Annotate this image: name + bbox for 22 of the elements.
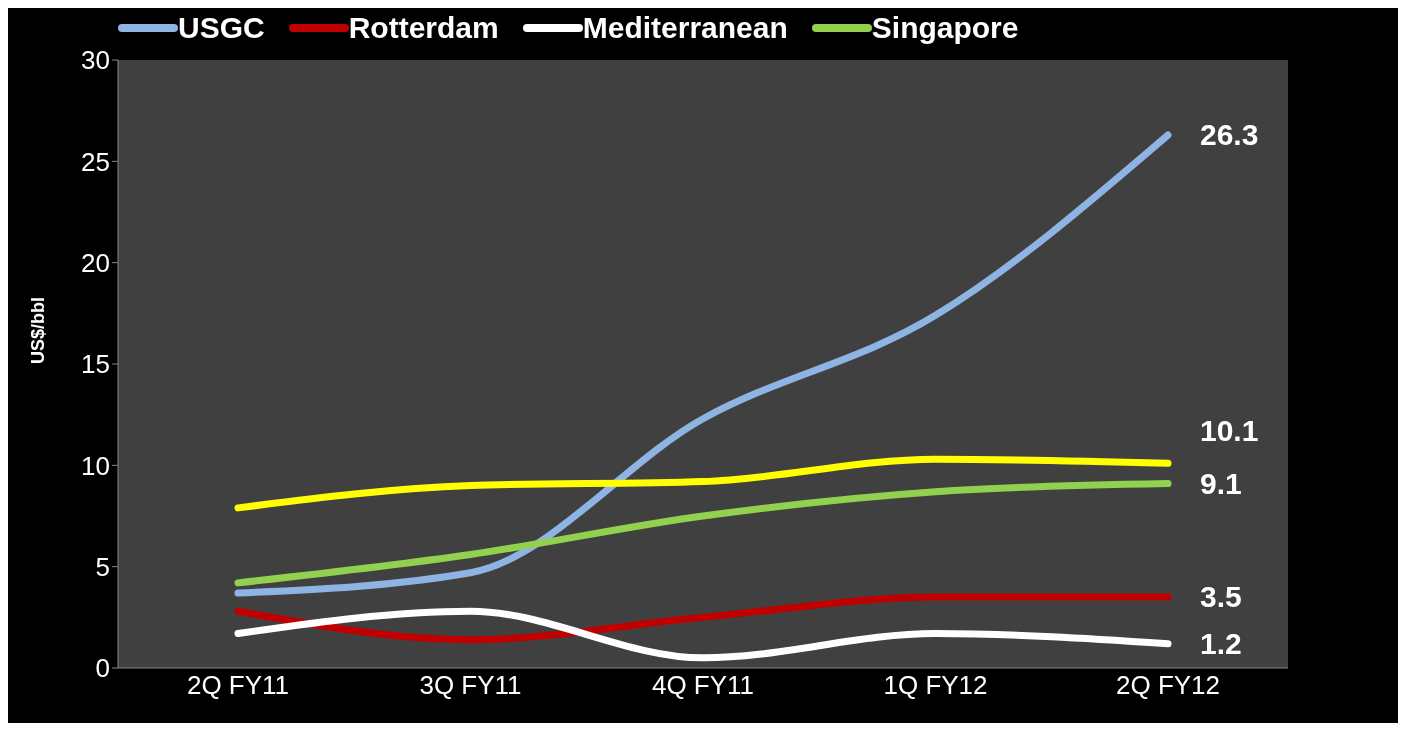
x-tick-label: 3Q FY11 [419, 670, 522, 701]
y-axis-title: US$/bbl [28, 296, 49, 364]
data-label: 10.1 [1200, 414, 1259, 448]
x-tick-label: 4Q FY11 [651, 670, 755, 701]
y-tick-label: 30 [81, 45, 110, 76]
x-tick-label: 2Q FY11 [186, 670, 290, 701]
y-tick-label: 10 [81, 450, 110, 481]
y-tick-label: 5 [95, 551, 110, 582]
data-label: 1.2 [1200, 626, 1242, 660]
data-label: 9.1 [1200, 466, 1242, 500]
legend-label: Mediterranean [582, 11, 788, 45]
x-tick-label: 1Q FY12 [883, 670, 988, 701]
y-tick-label: 25 [81, 146, 110, 177]
legend-label: USGC [178, 11, 265, 45]
data-label: 26.3 [1200, 117, 1259, 151]
x-tick-label: 2Q FY12 [1115, 670, 1221, 701]
legend-label: Rotterdam [348, 11, 499, 45]
y-tick-label: 15 [81, 349, 110, 380]
data-label: 3.5 [1200, 580, 1242, 614]
y-tick-label: 0 [95, 653, 110, 684]
legend-label: Singapore [871, 11, 1019, 45]
y-tick-label: 20 [81, 247, 110, 278]
